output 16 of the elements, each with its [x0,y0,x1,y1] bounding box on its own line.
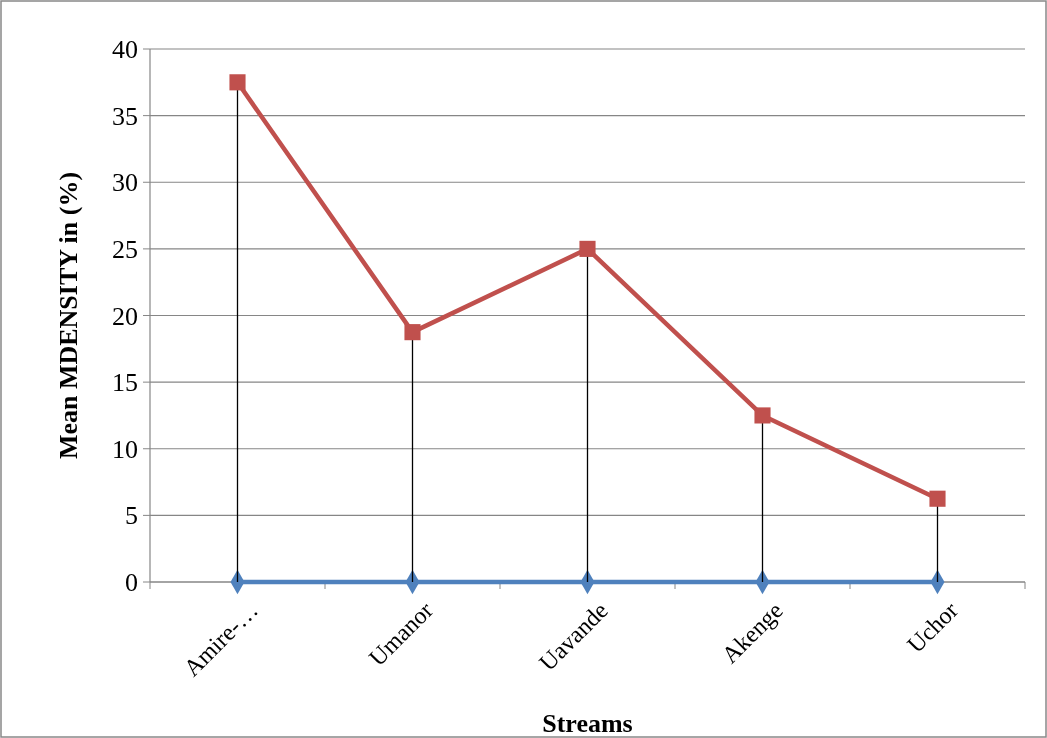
y-tick-label: 40 [112,35,138,65]
point [404,324,421,341]
y-axis-title: Mean MDENSITY in (%) [54,171,83,460]
point [229,74,246,91]
y-tick-label: 5 [125,501,138,531]
y-tick-label: 35 [112,101,138,131]
y-tick-label: 15 [112,368,138,398]
point [579,240,596,257]
y-tick-label: 30 [112,168,138,198]
x-axis-title: Streams [542,709,633,738]
y-tick-label: 0 [125,568,138,598]
y-tick-label: 20 [112,301,138,331]
y-tick-label: 10 [112,434,138,464]
point [929,490,946,507]
y-tick-label: 25 [112,234,138,264]
point [754,407,771,424]
